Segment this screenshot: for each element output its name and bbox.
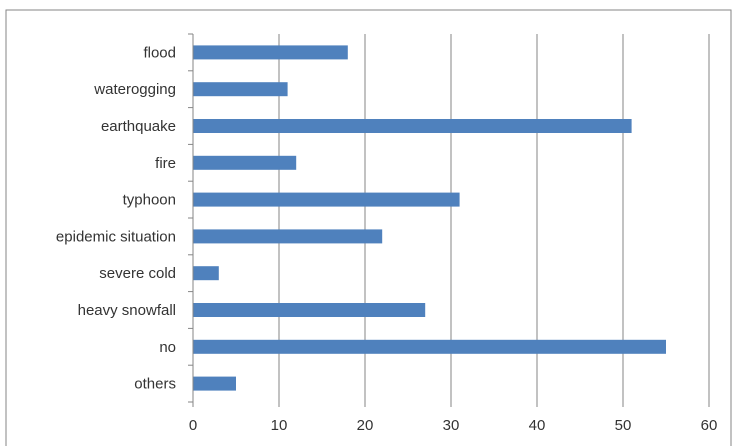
axes [188, 33, 710, 407]
bar-typhoon [193, 192, 460, 207]
bar-others [193, 376, 236, 391]
bar-no [193, 339, 666, 354]
bar-heavy-snowfall [193, 303, 426, 317]
category-label: waterogging [93, 81, 176, 98]
bar-flood [193, 45, 348, 60]
bar-fire [193, 155, 297, 170]
category-label: earthquake [101, 118, 176, 135]
bar-severe-cold [193, 266, 219, 281]
category-label: flood [143, 44, 176, 61]
bar-earthquake [193, 119, 632, 133]
bar-epidemic-situation [193, 229, 383, 244]
category-label: severe cold [99, 265, 176, 282]
chart-frame [5, 9, 732, 446]
x-tick-label: 0 [189, 417, 197, 434]
category-label: typhoon [123, 192, 176, 209]
bar-waterogging [193, 82, 288, 97]
x-tick-label: 60 [701, 417, 718, 434]
category-label: no [159, 339, 176, 356]
labels: 0 10 20 30 40 50 60 flood waterogging earthquake f… [56, 44, 717, 434]
category-label: epidemic situation [56, 228, 176, 245]
bars [193, 45, 666, 391]
x-tick-label: 20 [357, 417, 374, 434]
category-label: others [134, 376, 176, 393]
x-tick-label: 30 [443, 417, 460, 434]
category-label: heavy snowfall [78, 302, 176, 319]
category-label: fire [155, 155, 176, 172]
x-tick-label: 10 [271, 417, 288, 434]
x-tick-label: 40 [529, 417, 546, 434]
x-tick-label: 50 [615, 417, 632, 434]
